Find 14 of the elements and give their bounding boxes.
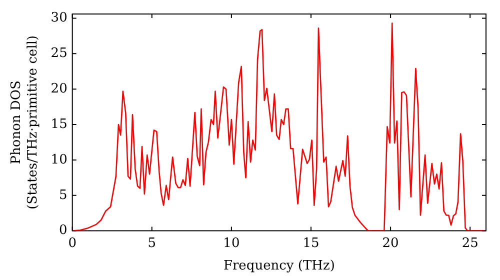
y-tick-label: 10 [50,152,68,168]
x-tick-label: 25 [462,236,478,251]
x-tick-label: 15 [302,236,320,251]
y-tick-label: 0 [59,223,68,238]
x-axis-title: Frequency (THz) [223,258,335,274]
x-tick-label: 5 [148,236,156,251]
x-tick-label: 10 [223,236,240,251]
y-tick-label: 20 [50,81,68,96]
y-tick-label: 25 [50,46,68,62]
y-tick-label: 15 [50,116,68,132]
y-tick-label: 30 [50,10,68,26]
x-tick-label: 20 [382,236,399,251]
y-tick-label: 5 [59,188,68,203]
y-axis-title: Phonon DOS (States/THz·primitive cell) [8,35,41,210]
